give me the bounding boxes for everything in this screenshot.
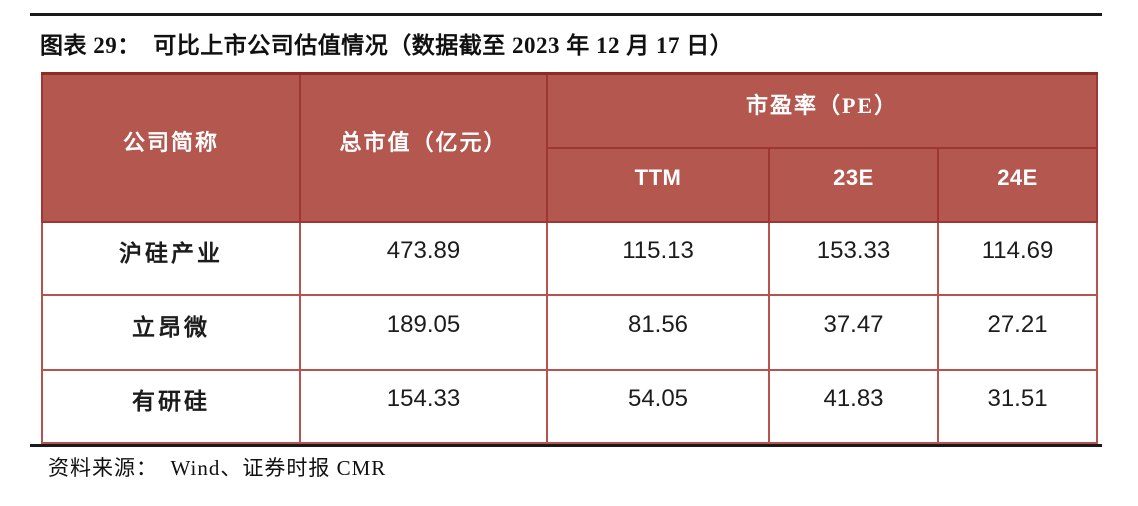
pe-23e-cell: 37.47 <box>768 293 939 371</box>
pe-ttm-cell: 54.05 <box>546 368 770 444</box>
pe-24e-cell: 31.51 <box>936 368 1099 444</box>
valuation-table: 公司简称 总市值（亿元） 市盈率（PE） TTM 23E 24E 沪硅产业 47… <box>41 72 1099 444</box>
table-row-youyansilicon: 有研硅 154.33 54.05 41.83 31.51 <box>41 368 1099 444</box>
pe-ttm-cell: 115.13 <box>546 220 770 296</box>
pe-24e-cell: 114.69 <box>936 220 1099 296</box>
pe-23e-cell: 41.83 <box>768 368 939 444</box>
data-source-caption: 资料来源： Wind、证券时报 CMR <box>48 456 387 480</box>
market-cap-cell: 189.05 <box>299 293 548 371</box>
column-header-pe-24e: 24E <box>936 146 1099 223</box>
column-header-market-cap: 总市值（亿元） <box>299 72 548 223</box>
table-row-husilicon: 沪硅产业 473.89 115.13 153.33 114.69 <box>41 220 1099 296</box>
pe-24e-cell: 27.21 <box>936 293 1099 371</box>
column-header-company: 公司简称 <box>41 72 301 223</box>
column-header-pe-ttm: TTM <box>546 146 770 223</box>
company-name-cell: 立昂微 <box>41 293 301 371</box>
pe-23e-cell: 153.33 <box>768 220 939 296</box>
figure-title: 图表 29： 可比上市公司估值情况（数据截至 2023 年 12 月 17 日） <box>40 33 734 58</box>
table-row-liangwei: 立昂微 189.05 81.56 37.47 27.21 <box>41 293 1099 371</box>
column-header-pe-23e: 23E <box>768 146 939 223</box>
bottom-divider-rule <box>30 444 1102 447</box>
market-cap-cell: 473.89 <box>299 220 548 296</box>
top-divider-rule <box>30 13 1102 16</box>
pe-ttm-cell: 81.56 <box>546 293 770 371</box>
company-name-cell: 沪硅产业 <box>41 220 301 296</box>
company-name-cell: 有研硅 <box>41 368 301 444</box>
column-header-pe-group: 市盈率（PE） <box>545 72 1099 149</box>
market-cap-cell: 154.33 <box>299 368 548 444</box>
